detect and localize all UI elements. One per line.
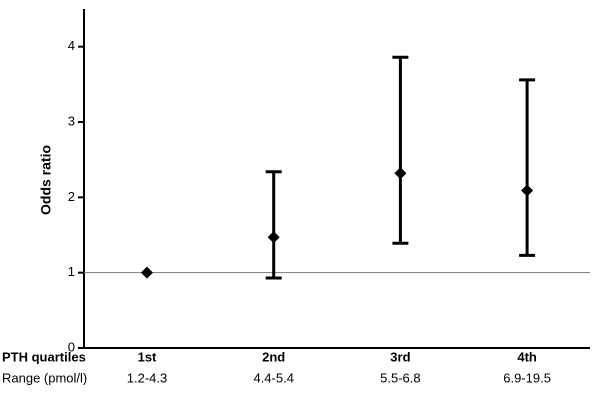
range-label: 4.4-5.4 [253, 370, 293, 385]
point [141, 266, 153, 279]
x-tick-label: 2nd [262, 349, 285, 364]
point [394, 167, 407, 180]
range-label: 5.5-6.8 [380, 370, 420, 385]
y-axis-label: Odds ratio [38, 145, 54, 215]
y-tick-label: 3 [68, 113, 75, 128]
row-label: Range (pmol/l) [2, 370, 87, 385]
y-tick-label: 2 [68, 189, 75, 204]
range-label: 6.9-19.5 [503, 370, 551, 385]
x-tick-label: 4th [517, 349, 537, 364]
point [267, 231, 280, 244]
range-label: 1.2-4.3 [127, 370, 167, 385]
x-tick-label: 1st [138, 349, 157, 364]
y-tick-label: 1 [68, 264, 75, 279]
row-label: PTH quartiles [2, 349, 86, 364]
y-tick-label: 4 [68, 38, 75, 53]
point [521, 184, 534, 197]
x-tick-label: 3rd [390, 349, 410, 364]
y-tick-label: 0 [68, 339, 75, 354]
